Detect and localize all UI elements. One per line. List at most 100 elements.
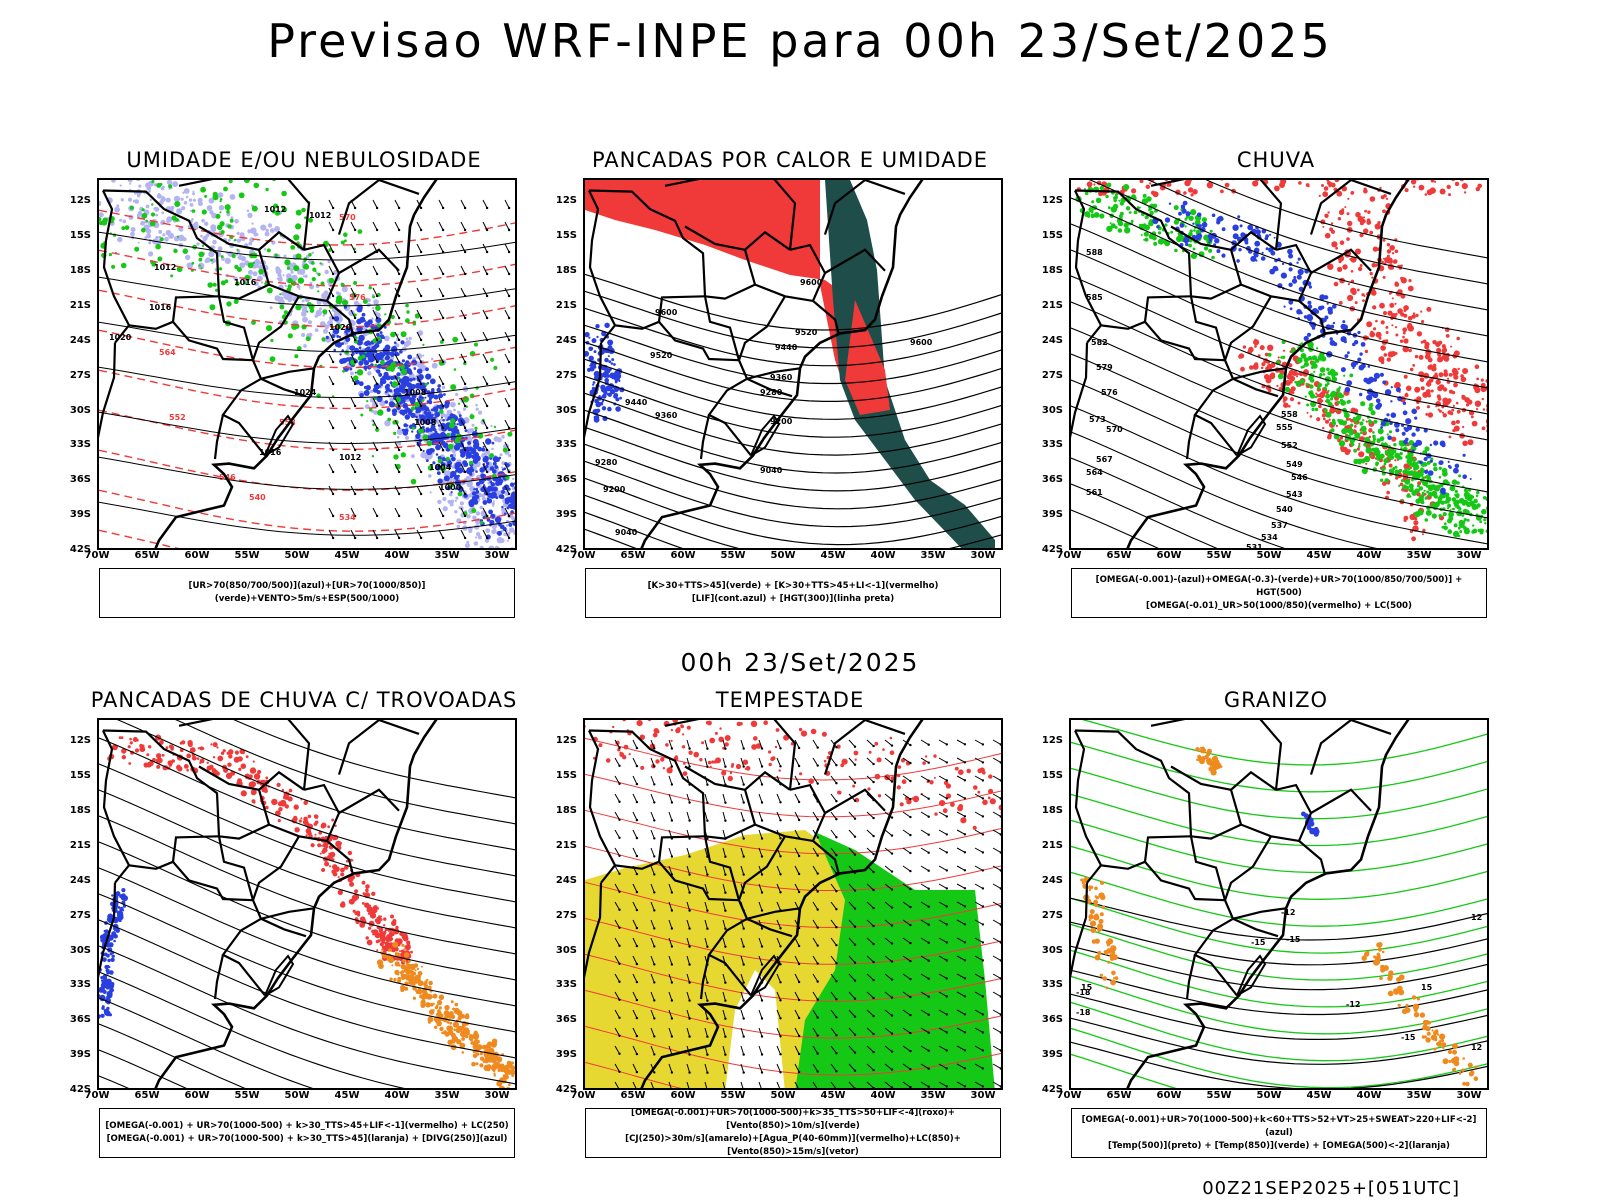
contour-label: 558 [279, 418, 296, 427]
contour-label: 546 [1291, 473, 1308, 482]
lon-tick-label: 35W [434, 1090, 460, 1101]
lon-tick-label: 55W [720, 550, 746, 561]
legend-line: [OMEGA(-0.001)+UR>70(1000-500)+k<60+TTS>… [1081, 1114, 1477, 1138]
contour-label: 9040 [615, 528, 638, 537]
lat-tick-label: 36S [555, 1014, 577, 1026]
contour-label: 537 [1271, 521, 1288, 530]
legend-line: [OMEGA(-0.001)-(azul)+OMEGA(-0.3)-(verde… [1095, 574, 1463, 598]
run-timestamp: 00Z21SEP2025+[051UTC] [1202, 1178, 1460, 1199]
lon-axis: 70W 65W 60W 55W 50W 45W 40W 35W 30W [571, 1090, 1003, 1104]
lon-tick-label: 55W [234, 1090, 260, 1101]
lat-tick-label: 15S [1041, 770, 1063, 782]
map-geography [99, 180, 438, 548]
map-chuva: 588 585 582 579 576 573 570 567 564 561 558 555 552 5… [1069, 178, 1489, 550]
lat-tick-label: 27S [69, 369, 91, 381]
lat-tick-label: 27S [555, 369, 577, 381]
lat-tick-label: 33S [1041, 979, 1063, 991]
contour-label: 9280 [760, 388, 783, 397]
lat-tick-label: 24S [555, 874, 577, 886]
lon-tick-label: 40W [384, 1090, 410, 1101]
contour-label: 1000 [439, 483, 462, 492]
contour-label: 570 [339, 213, 356, 222]
contour-label: 1012 [309, 211, 331, 220]
map-tempestade [583, 718, 1003, 1090]
panel-umidade: UMIDADE E/OU NEBULOSIDADE 12S 15S 18S 21S 24… [70, 148, 527, 628]
contour-label: 9600 [910, 338, 933, 347]
legend-box: [UR>70(850/700/500)](azul)+[UR>70(1000/8… [99, 568, 515, 618]
storm-fields [585, 720, 1001, 1088]
contour-label: 1012 [154, 263, 176, 272]
map-geography [1071, 180, 1410, 548]
lon-tick-label: 35W [920, 1090, 946, 1101]
panel-title: PANCADAS DE CHUVA C/ TROVOADAS [90, 688, 518, 712]
valid-time-title: 00h 23/Set/2025 [680, 648, 920, 677]
lon-tick-label: 60W [1156, 1090, 1182, 1101]
legend-box: [K>30+TTS>45](verde) + [K>30+TTS>45+LI<-… [585, 568, 1001, 618]
legend-line: [Temp(500)](preto) + [Temp(850)](verde) … [1108, 1140, 1450, 1151]
legend-box: [OMEGA(-0.001)+UR>70(1000-500)+k>35_TTS>… [585, 1108, 1001, 1158]
contour-label: 576 [1101, 388, 1118, 397]
contour-label: 9360 [770, 373, 793, 382]
contour-label: 1008 [414, 418, 437, 427]
lat-tick-label: 42S [555, 1084, 577, 1095]
hail-fields: -12 -12 -15 -15 -15 -18 -18 12 12 15 15 [1071, 720, 1487, 1088]
lat-tick-label: 21S [69, 839, 91, 851]
convection-fields: 9600 9600 9600 9520 9520 9440 9440 9360 9360 9280… [585, 180, 1001, 548]
lat-tick-label: 12S [1041, 195, 1063, 207]
contour-label: 9440 [775, 343, 798, 352]
lat-tick-label: 12S [69, 735, 91, 747]
lon-tick-label: 65W [620, 550, 646, 561]
lat-tick-label: 39S [555, 509, 577, 521]
lat-tick-label: 15S [555, 770, 577, 782]
lat-tick-label: 39S [69, 509, 91, 521]
contour-label: -18 [1076, 988, 1091, 997]
lon-tick-label: 30W [970, 550, 996, 561]
lat-axis: 12S 15S 18S 21S 24S 27S 30S 33S 36S 39S 42S [1031, 178, 1065, 555]
contour-label: 1012 [264, 205, 286, 214]
lat-tick-label: 12S [555, 735, 577, 747]
contour-label: 579 [1096, 363, 1113, 372]
map-geography [585, 180, 924, 548]
contour-label: 582 [1091, 338, 1108, 347]
lon-tick-label: 30W [484, 550, 510, 561]
contour-label: 588 [1086, 248, 1103, 257]
contour-label: 585 [1086, 293, 1103, 302]
lon-tick-label: 40W [1356, 550, 1382, 561]
lon-tick-label: 35W [1406, 1090, 1432, 1101]
lat-tick-label: 33S [1041, 439, 1063, 451]
contour-label: 576 [349, 293, 366, 302]
contour-label: 570 [1106, 425, 1123, 434]
lat-tick-label: 36S [1041, 474, 1063, 486]
lat-tick-label: 33S [69, 979, 91, 991]
panel-tempestade: TEMPESTADE 12S 15S 18S 21S 24S 27S 30S 33S 36S 39… [556, 688, 1013, 1168]
legend-line: [OMEGA(-0.001) + UR>70(1000-500) + k>30_… [105, 1121, 509, 1131]
humidity-fields: 1012101210121016101610201020102410161012… [99, 180, 515, 548]
lat-tick-label: 21S [555, 839, 577, 851]
contour-label: 567 [1096, 455, 1113, 464]
lon-tick-label: 30W [1456, 1090, 1482, 1101]
lon-tick-label: 65W [1106, 1090, 1132, 1101]
lat-tick-label: 42S [69, 1084, 91, 1095]
legend-box: [OMEGA(-0.001)+UR>70(1000-500)+k<60+TTS>… [1071, 1108, 1487, 1158]
lat-tick-label: 30S [555, 944, 577, 956]
map-geography [1071, 720, 1410, 1088]
contour-label: 573 [1089, 415, 1106, 424]
lat-tick-label: 27S [1041, 909, 1063, 921]
lon-tick-label: 70W [570, 1090, 596, 1101]
contour-label: -12 [1346, 1000, 1360, 1009]
lon-tick-label: 55W [1206, 550, 1232, 561]
lat-tick-label: 15S [555, 230, 577, 242]
contour-label: -15 [1251, 938, 1266, 947]
lon-tick-label: 65W [134, 550, 160, 561]
contour-label: 1004 [429, 463, 452, 472]
contour-label: 9280 [595, 458, 618, 467]
contour-label: 561 [1086, 488, 1103, 497]
lon-axis: 70W 65W 60W 55W 50W 45W 40W 35W 30W [571, 550, 1003, 564]
lat-tick-label: 24S [1041, 334, 1063, 346]
lon-tick-label: 40W [870, 550, 896, 561]
map-geography [99, 720, 438, 1088]
lon-tick-label: 60W [184, 550, 210, 561]
lon-tick-label: 70W [84, 1090, 110, 1101]
thunderstorm-fields [99, 720, 515, 1088]
lat-tick-label: 24S [69, 334, 91, 346]
